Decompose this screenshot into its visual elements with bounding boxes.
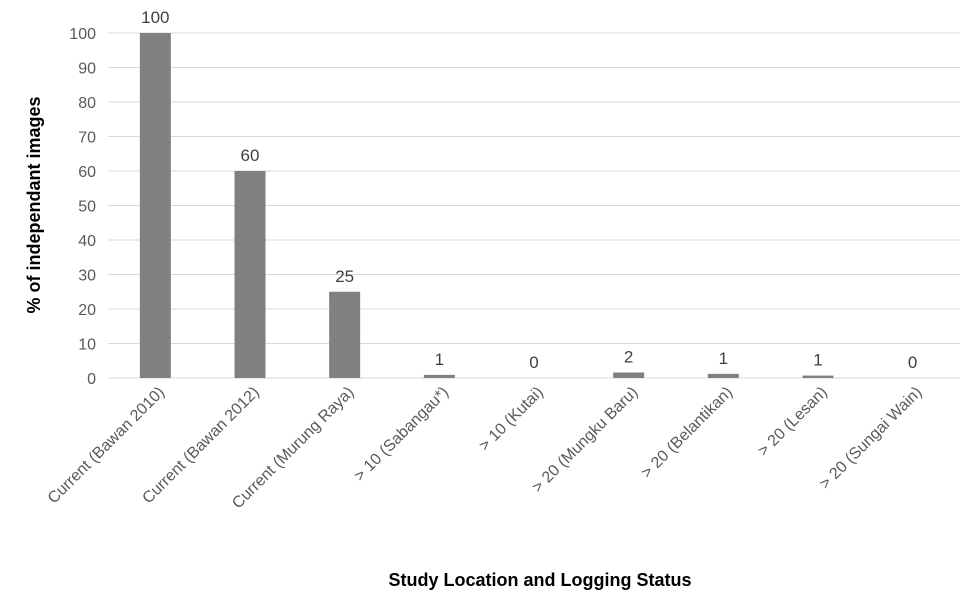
x-axis-title: Study Location and Logging Status [389, 570, 692, 590]
data-label: 60 [241, 146, 260, 165]
y-axis-title: % of independant images [24, 96, 44, 313]
data-label: 25 [335, 267, 354, 286]
data-label: 1 [435, 350, 444, 369]
y-tick-label: 60 [78, 164, 96, 181]
x-tick-label: > 20 (Mungku Baru) [529, 384, 641, 496]
x-tick-label: > 10 (Kutai) [476, 384, 547, 455]
y-tick-label: 40 [78, 233, 96, 250]
bar [707, 373, 739, 378]
y-tick-label: 50 [78, 199, 96, 216]
data-label: 1 [719, 349, 728, 368]
y-tick-label: 30 [78, 268, 96, 285]
x-axis-ticks: Current (Bawan 2010)Current (Bawan 2012)… [45, 384, 926, 512]
y-tick-label: 90 [78, 61, 96, 78]
bar [423, 374, 455, 378]
data-label: 1 [813, 351, 822, 370]
bar [802, 375, 834, 378]
data-labels: 100 60 25 1 0 2 1 1 0 [141, 8, 917, 372]
x-tick-label: > 20 (Sungai Wain) [817, 384, 926, 493]
bar [234, 171, 266, 378]
x-tick-label: > 20 (Belantikan) [638, 384, 736, 482]
y-tick-label: 10 [78, 337, 96, 354]
x-tick-label: > 20 (Lesan) [755, 384, 831, 460]
bars [139, 33, 834, 378]
y-tick-label: 20 [78, 302, 96, 319]
y-tick-label: 100 [69, 26, 96, 43]
x-tick-label: > 10 (Sabangau*) [351, 384, 452, 485]
bar [329, 291, 361, 378]
y-tick-label: 70 [78, 130, 96, 147]
data-label: 0 [529, 353, 538, 372]
y-tick-label: 80 [78, 95, 96, 112]
y-axis-ticks: 0 10 20 30 40 50 60 70 80 90 100 [69, 26, 96, 388]
data-label: 100 [141, 8, 169, 27]
data-label: 0 [908, 353, 917, 372]
y-tick-label: 0 [87, 371, 96, 388]
data-label: 2 [624, 347, 633, 366]
bar [139, 33, 171, 378]
bar [613, 372, 645, 378]
